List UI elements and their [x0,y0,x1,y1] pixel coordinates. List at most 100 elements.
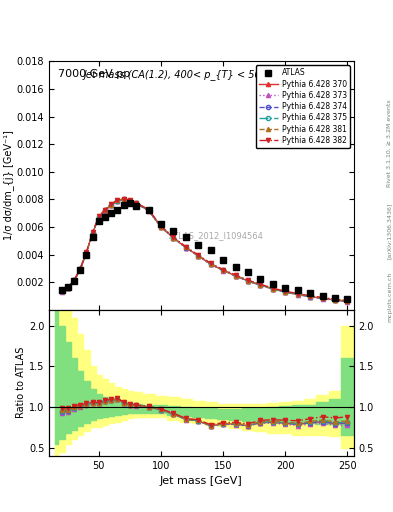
Pythia 6.428 370 [233,273,238,279]
Pythia 6.428 381 [65,285,70,291]
Pythia 6.428 374 [159,224,163,230]
Pythia 6.428 382 [246,277,250,283]
Pythia 6.428 374 [72,278,76,284]
Pythia 6.428 382 [345,297,350,304]
Pythia 6.428 374 [59,288,64,294]
Pythia 6.428 373 [345,298,350,305]
Pythia 6.428 382 [320,294,325,301]
Pythia 6.428 370 [90,229,95,236]
Pythia 6.428 374 [115,198,120,204]
Y-axis label: 1/σ dσ/dm_{j} [GeV⁻¹]: 1/σ dσ/dm_{j} [GeV⁻¹] [3,131,14,241]
Pythia 6.428 381 [78,266,83,272]
Pythia 6.428 374 [109,202,114,208]
Pythia 6.428 375 [159,224,163,230]
Pythia 6.428 370 [221,267,226,273]
Pythia 6.428 373 [308,294,312,300]
Pythia 6.428 382 [159,223,163,229]
Pythia 6.428 373 [134,201,138,207]
Pythia 6.428 370 [283,289,288,295]
Pythia 6.428 375 [109,202,114,208]
Pythia 6.428 382 [296,291,300,297]
Pythia 6.428 370 [159,224,163,230]
ATLAS [320,293,325,299]
Pythia 6.428 370 [320,295,325,302]
Pythia 6.428 373 [171,235,176,241]
ATLAS [283,285,288,291]
Pythia 6.428 370 [72,278,76,284]
Pythia 6.428 374 [128,198,132,204]
Pythia 6.428 370 [345,298,350,305]
Pythia 6.428 375 [320,295,325,301]
Text: ATLAS_2012_I1094564: ATLAS_2012_I1094564 [169,231,264,240]
Pythia 6.428 374 [84,250,89,256]
Pythia 6.428 381 [184,244,188,250]
ATLAS [72,278,76,284]
Pythia 6.428 373 [233,273,238,279]
Pythia 6.428 373 [184,245,188,251]
Pythia 6.428 382 [59,288,64,294]
Pythia 6.428 375 [128,198,132,204]
Line: Pythia 6.428 374: Pythia 6.428 374 [59,197,349,304]
Pythia 6.428 382 [308,293,312,299]
Pythia 6.428 375 [333,297,338,303]
ATLAS [65,284,70,290]
Line: Pythia 6.428 381: Pythia 6.428 381 [59,197,349,303]
Pythia 6.428 382 [270,285,275,291]
Pythia 6.428 373 [283,289,288,295]
ATLAS [246,269,250,275]
Pythia 6.428 373 [103,207,107,214]
Line: Pythia 6.428 370: Pythia 6.428 370 [59,197,349,304]
Pythia 6.428 381 [84,249,89,255]
Pythia 6.428 373 [90,230,95,236]
Pythia 6.428 381 [115,197,120,203]
Pythia 6.428 382 [208,260,213,266]
Pythia 6.428 381 [159,224,163,230]
Pythia 6.428 373 [258,282,263,288]
Pythia 6.428 381 [221,267,226,273]
Pythia 6.428 375 [258,282,263,288]
ATLAS [171,228,176,234]
Pythia 6.428 374 [121,196,126,202]
Pythia 6.428 382 [171,234,176,240]
Pythia 6.428 381 [196,252,201,259]
Pythia 6.428 370 [78,266,83,272]
Pythia 6.428 374 [258,282,263,288]
Pythia 6.428 381 [121,196,126,202]
Pythia 6.428 381 [208,261,213,267]
Pythia 6.428 374 [296,291,300,297]
Pythia 6.428 374 [221,267,226,273]
Pythia 6.428 374 [65,285,70,291]
Pythia 6.428 375 [84,250,89,256]
ATLAS [78,267,83,273]
Pythia 6.428 375 [283,289,288,295]
Pythia 6.428 373 [270,286,275,292]
Pythia 6.428 381 [128,197,132,203]
Pythia 6.428 382 [196,252,201,258]
Pythia 6.428 375 [233,273,238,279]
Pythia 6.428 382 [134,200,138,206]
ATLAS [146,207,151,214]
Pythia 6.428 374 [233,273,238,279]
Pythia 6.428 381 [345,298,350,304]
Pythia 6.428 370 [184,245,188,251]
Pythia 6.428 381 [308,293,312,300]
ATLAS [258,276,263,283]
Pythia 6.428 375 [184,244,188,250]
Pythia 6.428 381 [258,282,263,288]
Pythia 6.428 373 [121,197,126,203]
Pythia 6.428 382 [128,197,132,203]
Pythia 6.428 381 [270,286,275,292]
Pythia 6.428 370 [146,207,151,214]
Pythia 6.428 382 [78,266,83,272]
Pythia 6.428 381 [333,296,338,303]
Pythia 6.428 382 [283,288,288,294]
ATLAS [333,294,338,301]
Pythia 6.428 375 [115,198,120,204]
Pythia 6.428 373 [59,289,64,295]
Pythia 6.428 373 [196,253,201,259]
Text: [arXiv:1306.3436]: [arXiv:1306.3436] [387,202,392,259]
ATLAS [84,251,89,258]
ATLAS [196,242,201,248]
Pythia 6.428 375 [90,230,95,236]
Pythia 6.428 381 [134,200,138,206]
